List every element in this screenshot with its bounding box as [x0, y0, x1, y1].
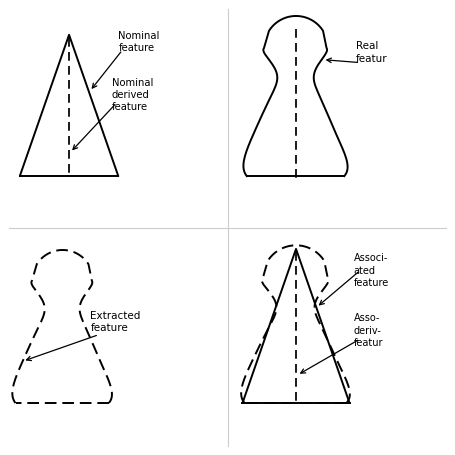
Text: Nominal
feature: Nominal feature: [118, 30, 160, 53]
Text: Asso-
deriv-
featur: Asso- deriv- featur: [354, 313, 383, 348]
Text: Associ-
ated
feature: Associ- ated feature: [354, 253, 389, 288]
Text: Nominal
derived
feature: Nominal derived feature: [112, 78, 153, 112]
Text: Real
featur: Real featur: [356, 41, 388, 64]
Text: Extracted
feature: Extracted feature: [91, 311, 141, 334]
